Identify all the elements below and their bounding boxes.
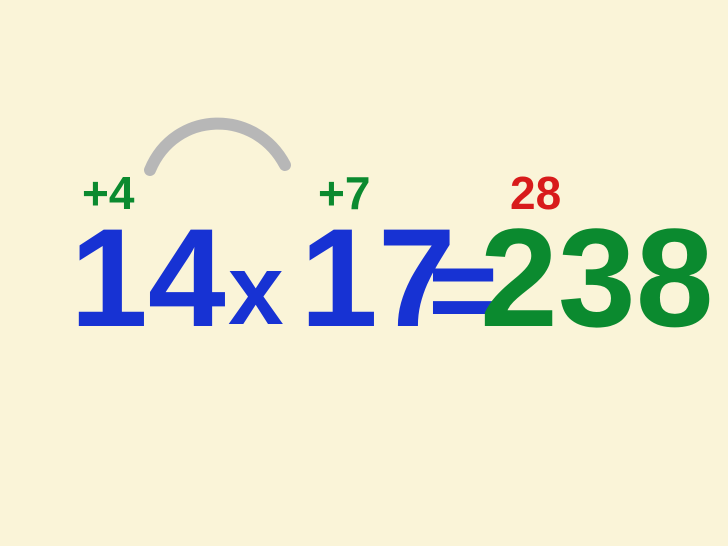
result-238: 238 xyxy=(480,208,714,348)
operator-times: x xyxy=(228,240,284,340)
whiteboard-canvas: +4 +7 28 14 x 17 = 238 xyxy=(0,0,728,546)
operand-14: 14 xyxy=(70,208,226,348)
carry-arc xyxy=(150,124,285,170)
